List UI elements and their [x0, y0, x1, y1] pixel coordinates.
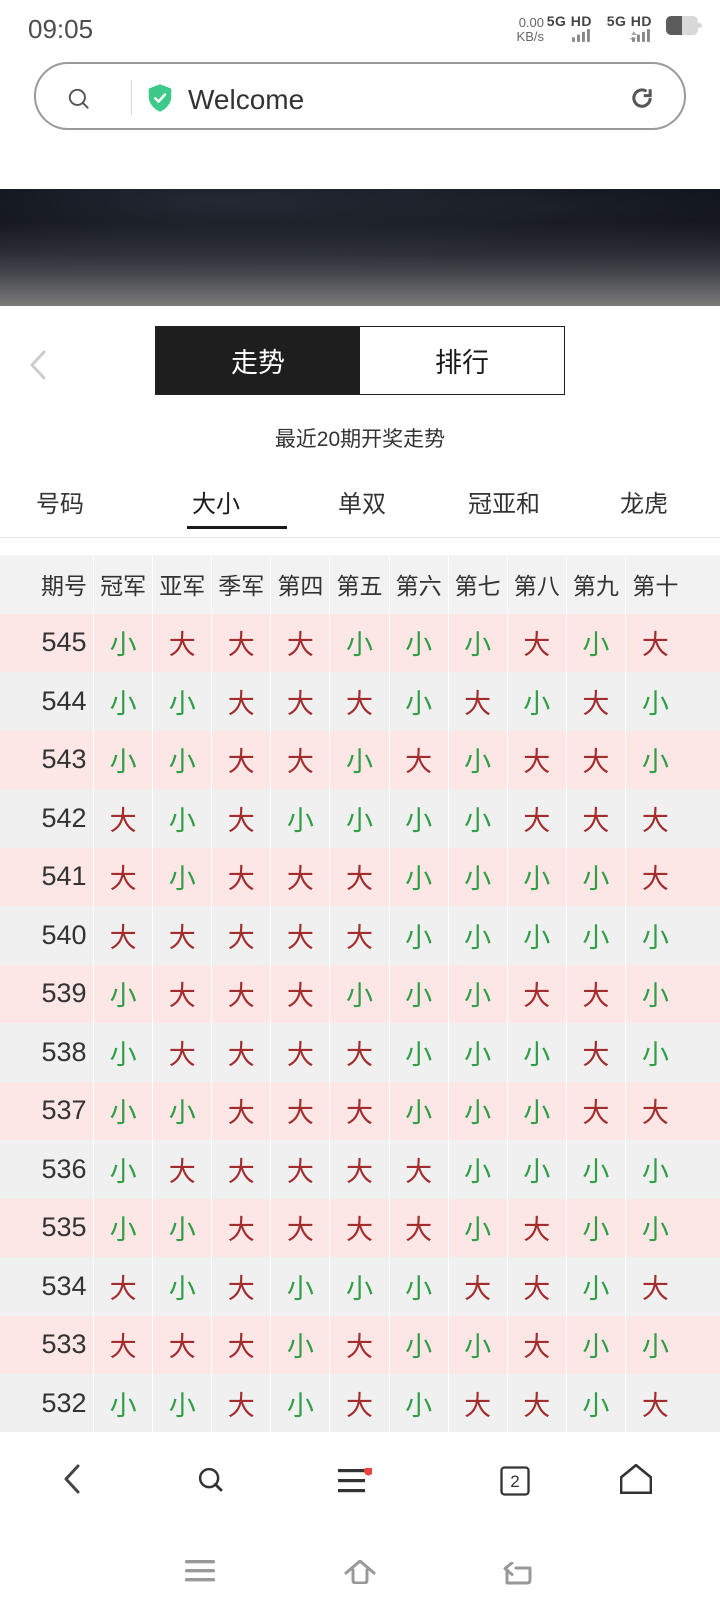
- svg-text:2: 2: [510, 1472, 519, 1491]
